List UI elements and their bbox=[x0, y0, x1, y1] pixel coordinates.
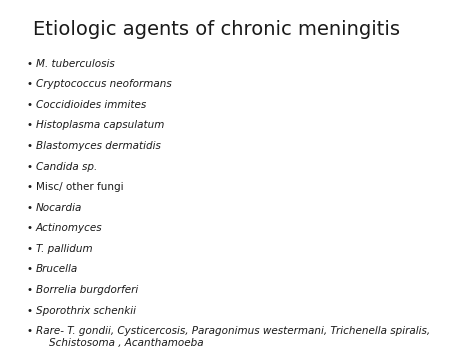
Text: •: • bbox=[26, 326, 32, 336]
Text: Sporothrix schenkii: Sporothrix schenkii bbox=[36, 306, 136, 316]
Text: •: • bbox=[26, 203, 32, 213]
Text: Candida sp.: Candida sp. bbox=[36, 162, 97, 171]
Text: •: • bbox=[26, 223, 32, 233]
Text: Borrelia burgdorferi: Borrelia burgdorferi bbox=[36, 285, 138, 295]
Text: Coccidioides immites: Coccidioides immites bbox=[36, 100, 146, 110]
Text: •: • bbox=[26, 182, 32, 192]
Text: Rare- T. gondii, Cysticercosis, Paragonimus westermani, Trichenella spiralis,
  : Rare- T. gondii, Cysticercosis, Paragoni… bbox=[36, 326, 429, 348]
Text: •: • bbox=[26, 162, 32, 171]
Text: Etiologic agents of chronic meningitis: Etiologic agents of chronic meningitis bbox=[33, 20, 400, 39]
Text: •: • bbox=[26, 59, 32, 69]
Text: •: • bbox=[26, 141, 32, 151]
Text: •: • bbox=[26, 79, 32, 89]
Text: •: • bbox=[26, 244, 32, 254]
Text: Misc/ other fungi: Misc/ other fungi bbox=[36, 182, 123, 192]
Text: Nocardia: Nocardia bbox=[36, 203, 82, 213]
Text: Histoplasma capsulatum: Histoplasma capsulatum bbox=[36, 120, 164, 130]
Text: •: • bbox=[26, 264, 32, 274]
Text: T. pallidum: T. pallidum bbox=[36, 244, 92, 254]
Text: •: • bbox=[26, 100, 32, 110]
Text: Actinomyces: Actinomyces bbox=[36, 223, 102, 233]
Text: •: • bbox=[26, 306, 32, 316]
Text: Brucella: Brucella bbox=[36, 264, 78, 274]
Text: Cryptococcus neoformans: Cryptococcus neoformans bbox=[36, 79, 171, 89]
Text: Blastomyces dermatidis: Blastomyces dermatidis bbox=[36, 141, 160, 151]
Text: •: • bbox=[26, 285, 32, 295]
Text: •: • bbox=[26, 120, 32, 130]
Text: M. tuberculosis: M. tuberculosis bbox=[36, 59, 114, 69]
